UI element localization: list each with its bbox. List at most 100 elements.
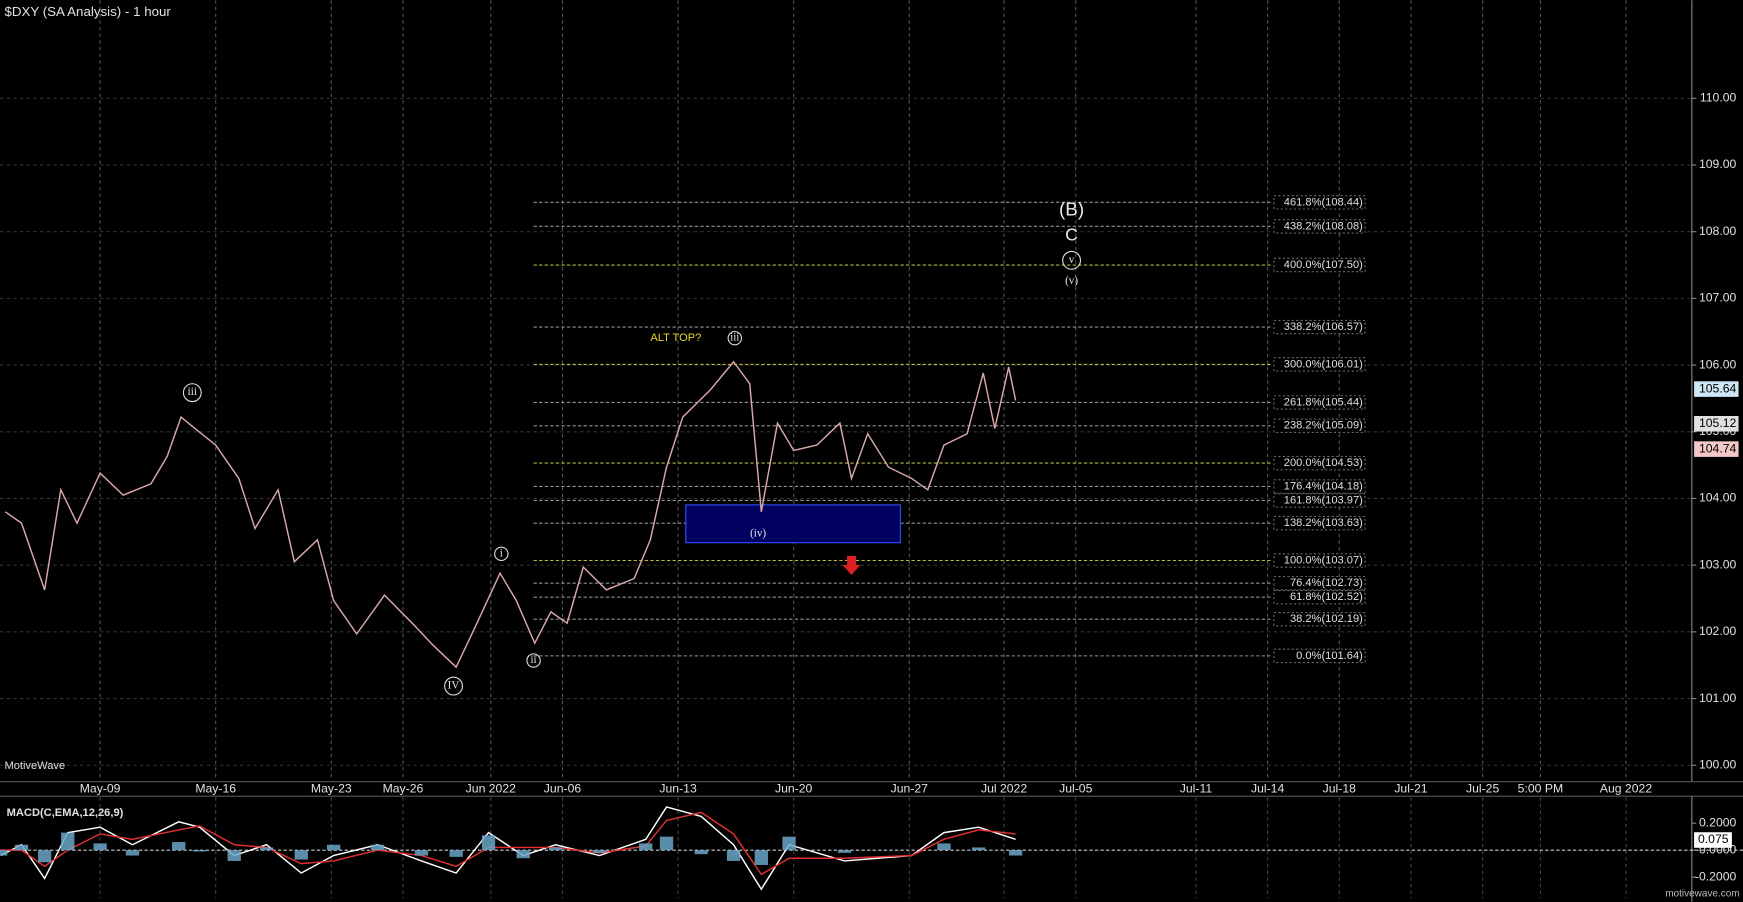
x-tick-label: May-09 <box>80 782 121 796</box>
wave-label: ii <box>530 654 536 666</box>
macd-histogram-bar <box>659 836 674 851</box>
wave-label: (v) <box>1065 275 1078 287</box>
macd-histogram-bar <box>259 847 274 851</box>
wave-circle <box>1062 250 1082 270</box>
fib-label: 300.0%(106.01) <box>1284 358 1363 370</box>
price-line <box>4 360 1017 669</box>
fib-label-box <box>1273 493 1366 508</box>
x-tick-label: Jul-14 <box>1251 782 1284 796</box>
wave-circle <box>182 383 202 403</box>
fib-label: 161.8%(103.97) <box>1284 494 1363 506</box>
macd-tick-label: -0.2000 <box>1695 869 1737 883</box>
x-tick-label: May-26 <box>383 782 424 796</box>
macd-histogram-bar <box>1008 850 1023 856</box>
macd-histogram-bar <box>971 847 986 851</box>
fib-label-box <box>1273 219 1366 234</box>
fib-label: 238.2%(105.09) <box>1284 420 1363 432</box>
price-tag <box>1694 441 1739 457</box>
wave-circle <box>727 330 742 346</box>
y-tick-label: 100.00 <box>1699 757 1737 771</box>
macd-histogram-bar <box>227 850 241 861</box>
y-tick-label: 108.00 <box>1699 224 1737 238</box>
x-tick-label: Jul-21 <box>1394 782 1427 796</box>
macd-tick-label: 0.2000 <box>1699 815 1737 829</box>
macd-histogram-bar <box>0 850 8 856</box>
y-tick-label: 103.00 <box>1699 557 1737 571</box>
wave-label: C <box>1065 225 1078 245</box>
macd-histogram-bar <box>125 850 140 856</box>
x-tick-label: Jun-20 <box>775 782 813 796</box>
y-tick-label: 101.00 <box>1699 691 1737 705</box>
macd-histogram-bar <box>694 850 708 855</box>
fib-label-box <box>1273 515 1366 531</box>
fib-label-box <box>1273 418 1366 433</box>
fib-label-box <box>1273 455 1366 471</box>
wave-label: v <box>1069 254 1075 266</box>
x-tick-label: Jul 2022 <box>981 782 1027 796</box>
y-tick-label: 102.00 <box>1699 624 1737 638</box>
chart-title: $DXY (SA Analysis) - 1 hour <box>4 4 171 19</box>
wave-circle <box>444 676 463 696</box>
fib-label: 38.2%(102.19) <box>1290 613 1363 625</box>
fib-label-box <box>1273 319 1366 335</box>
macd-histogram-bar <box>192 850 207 852</box>
alt-top-label: ALT TOP? <box>650 332 701 344</box>
macd-histogram-bar <box>172 842 186 851</box>
y-tick-label: 109.00 <box>1699 157 1737 171</box>
price-tag <box>1694 415 1739 432</box>
fib-label: 438.2%(108.08) <box>1284 220 1363 232</box>
y-tick-label: 110.00 <box>1700 91 1737 105</box>
x-tick-label: Jun-06 <box>544 782 582 796</box>
macd-histogram-bar <box>370 844 385 851</box>
fib-label: 261.8%(105.44) <box>1284 396 1363 408</box>
macd-tag-label: 0.075 <box>1698 832 1729 846</box>
wave-label: iii <box>730 332 739 344</box>
fib-label-box <box>1273 479 1366 494</box>
y-tick-label: 104.00 <box>1699 491 1737 505</box>
macd-histogram-bar <box>294 850 308 860</box>
macd-histogram-bar <box>414 850 429 856</box>
wave-label: iii <box>188 386 197 398</box>
fib-label-box <box>1273 257 1366 273</box>
macd-histogram-bar <box>592 850 607 853</box>
macd-histogram-bar <box>516 850 530 859</box>
x-tick-label: May-16 <box>195 782 236 796</box>
macd-histogram-bar <box>782 836 796 851</box>
macd-line <box>0 806 1016 891</box>
fib-label: 76.4%(102.73) <box>1290 577 1363 589</box>
fib-label: 338.2%(106.57) <box>1284 321 1363 333</box>
macd-histogram-bar <box>61 832 75 851</box>
wave-circle <box>526 653 541 668</box>
fib-label: 461.8%(108.44) <box>1284 196 1363 208</box>
fib-label: 100.0%(103.07) <box>1284 554 1363 566</box>
branding: MotiveWave <box>4 760 65 772</box>
x-tick-label: Jun 2022 <box>466 782 516 796</box>
wave-label: (B) <box>1059 199 1084 220</box>
macd-histogram-bar <box>326 844 341 851</box>
macd-histogram-bar <box>14 844 29 851</box>
fib-label: 61.8%(102.52) <box>1290 591 1363 603</box>
price-tag-label: 105.12 <box>1699 416 1737 430</box>
plot <box>4 360 1017 669</box>
x-tick-label: Jun-27 <box>891 782 929 796</box>
fib-label-box <box>1273 589 1366 605</box>
macd-title: MACD(C,EMA,12,26,9) <box>7 807 124 819</box>
fib-label: 0.0%(101.64) <box>1296 650 1363 662</box>
macd-histogram-bar <box>937 843 951 851</box>
macd-histogram-bar <box>754 850 768 865</box>
target-box <box>685 504 901 544</box>
x-tick-label: Jul-05 <box>1059 782 1092 796</box>
price-tag-label: 105.64 <box>1699 381 1737 395</box>
wave-circle <box>494 546 509 562</box>
macd-histogram-bar <box>37 850 52 863</box>
fib-label-box <box>1273 395 1366 410</box>
fib-label-box <box>1273 553 1366 568</box>
wave-label: i <box>500 547 503 559</box>
wave-label: (iv) <box>750 527 766 539</box>
watermark: motivewave.com <box>1665 889 1739 900</box>
fib-label: 400.0%(107.50) <box>1284 259 1363 271</box>
y-tick-label: 107.00 <box>1699 291 1737 305</box>
price-tag-label: 104.74 <box>1699 441 1737 455</box>
